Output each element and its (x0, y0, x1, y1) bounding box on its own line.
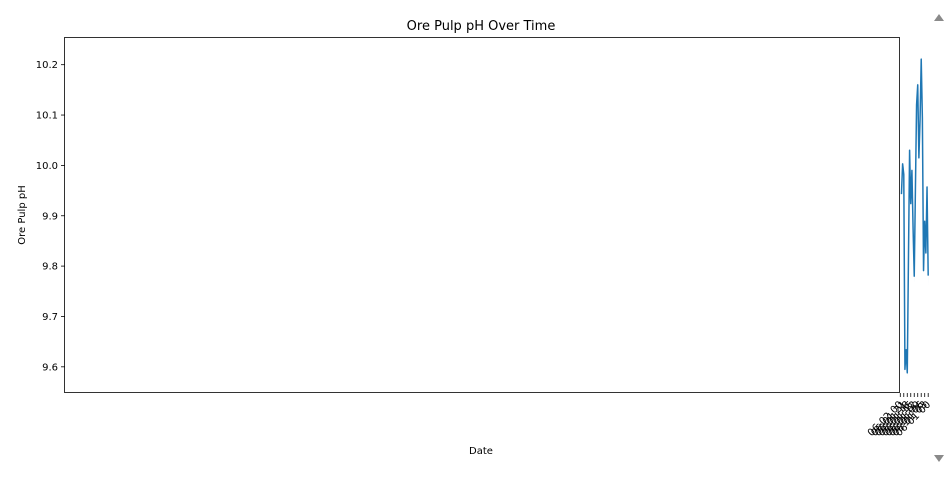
y-tick-label: 9.9 (42, 211, 58, 222)
scroll-up-arrow-icon[interactable] (934, 14, 944, 21)
chart: Ore Pulp pH Over Time Ore Pulp pH Date 9… (0, 0, 930, 474)
y-axis-ticks: 9.6 9.7 9.8 9.9 10.0 10.1 10.2 (36, 60, 65, 373)
series-line-layer (901, 59, 928, 373)
y-tick-label: 9.6 (42, 362, 58, 373)
y-axis-label: Ore Pulp pH (17, 185, 28, 244)
y-tick-label: 10.2 (36, 60, 58, 71)
y-tick-label: 10.0 (36, 161, 58, 172)
line-chart: Ore Pulp pH Over Time Ore Pulp pH Date 9… (0, 0, 930, 474)
scroll-down-arrow-icon[interactable] (934, 455, 944, 462)
x-axis-label: Date (469, 446, 493, 457)
y-tick-label: 9.7 (42, 312, 58, 323)
chart-title: Ore Pulp pH Over Time (407, 19, 556, 34)
y-tick-label: 10.1 (36, 111, 58, 122)
vertical-scrollbar[interactable] (930, 0, 949, 474)
series-line (901, 59, 928, 373)
plot-frame (65, 38, 900, 393)
y-tick-label: 9.8 (42, 262, 58, 273)
